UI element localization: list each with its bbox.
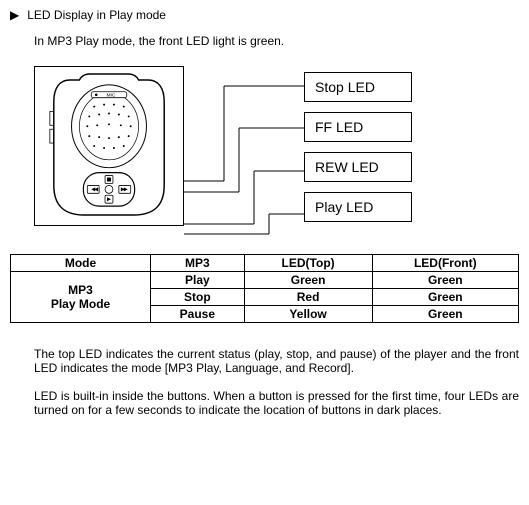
heading-text: LED Display in Play mode [27,8,166,22]
cell: Red [244,289,372,306]
cell: Green [244,272,372,289]
device-illustration: MIC [40,72,178,220]
section-heading: ▶ LED Display in Play mode [10,8,519,22]
device-frame: MIC [34,66,184,226]
bullet-icon: ▶ [10,9,19,21]
cell: Play [151,272,245,289]
cell: Green [372,306,518,323]
col-mp3: MP3 [151,255,245,272]
led-table: Mode MP3 LED(Top) LED(Front) MP3Play Mod… [10,254,519,323]
col-led-front: LED(Front) [372,255,518,272]
cell: Pause [151,306,245,323]
mic-label: MIC [106,93,115,99]
rew-led-label: REW LED [304,152,412,182]
ff-led-label: FF LED [304,112,412,142]
play-led-label: Play LED [304,192,412,222]
col-mode: Mode [11,255,151,272]
diagram-row: MIC [34,66,519,236]
cell: Yellow [244,306,372,323]
stop-led-label: Stop LED [304,72,412,102]
connector-lines [184,66,304,236]
cell: Stop [151,289,245,306]
paragraph-2: LED is built-in inside the buttons. When… [34,389,519,417]
col-led-top: LED(Top) [244,255,372,272]
led-labels-column: Stop LED FF LED REW LED Play LED [304,72,412,222]
cell: Green [372,272,518,289]
paragraph-1: The top LED indicates the current status… [34,347,519,375]
intro-text: In MP3 Play mode, the front LED light is… [34,34,519,48]
row-header: MP3Play Mode [11,272,151,323]
cell: Green [372,289,518,306]
